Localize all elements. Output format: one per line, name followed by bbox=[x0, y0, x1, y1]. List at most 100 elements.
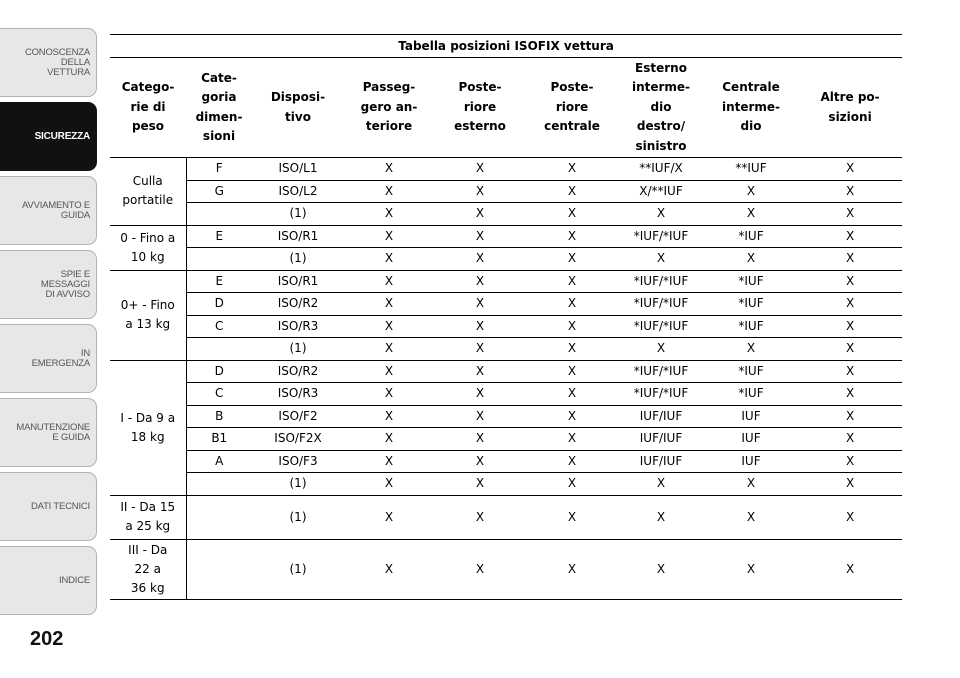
table-cell: X bbox=[618, 495, 704, 540]
chapter-tab[interactable]: IN EMERGENZA bbox=[0, 324, 97, 393]
table-cell: X bbox=[526, 382, 618, 406]
column-header: Passeg- gero an- teriore bbox=[344, 57, 434, 158]
table-cell: *IUF bbox=[704, 315, 798, 338]
table-row: I - Da 9 a 18 kg D ISO/R2 X X X *IUF/*IUF *IUF X bbox=[110, 359, 903, 495]
table-cell: X bbox=[704, 337, 798, 361]
table-cell: ISO/R3 bbox=[252, 315, 344, 338]
table-row: C ISO/R3 X X X *IUF/*IUF *IUF X bbox=[110, 315, 903, 338]
table-row: Culla portatile F ISO/L1 X X X **IUF/X **IUF X bbox=[110, 157, 903, 225]
table-cell: IUF/IUF bbox=[618, 450, 704, 473]
table-cell: ISO/R3 bbox=[252, 382, 344, 406]
table-cell: X bbox=[704, 180, 798, 203]
table-cell: (1) bbox=[252, 495, 344, 540]
table-cell: X bbox=[344, 292, 434, 316]
table-cell: X/**IUF bbox=[618, 180, 704, 203]
chapter-tabs: CONOSCENZA DELLA VETTURA SICUREZZA AVVIAME… bbox=[0, 28, 97, 620]
table-cell: X bbox=[526, 225, 618, 248]
table-cell: X bbox=[434, 202, 526, 226]
page-number: 202 bbox=[30, 628, 64, 650]
table-cell: X bbox=[344, 450, 434, 473]
table-cell: X bbox=[798, 472, 903, 496]
table-cell: *IUF bbox=[704, 225, 798, 248]
table-cell: *IUF/*IUF bbox=[618, 382, 704, 406]
table-row: II - Da 15 a 25 kg (1) X X X X X X bbox=[110, 494, 903, 540]
table-cell: X bbox=[434, 157, 526, 181]
chapter-tab[interactable]: MANUTENZIONE E GUIDA bbox=[0, 398, 97, 467]
column-header: Catego- rie di peso bbox=[110, 57, 186, 158]
table-cell: IUF bbox=[704, 450, 798, 473]
table-cell: *IUF bbox=[704, 382, 798, 406]
table-cell: X bbox=[434, 225, 526, 248]
table-cell: E bbox=[186, 225, 252, 248]
table-title: Tabella posizioni ISOFIX vettura bbox=[110, 34, 903, 58]
table-cell: X bbox=[344, 495, 434, 540]
table-cell: X bbox=[526, 405, 618, 428]
table-cell: X bbox=[798, 315, 903, 338]
table-cell: X bbox=[618, 202, 704, 226]
chapter-tab[interactable]: SICUREZZA bbox=[0, 102, 97, 171]
table-row: B1 ISO/F2X X X X IUF/IUF IUF X bbox=[110, 427, 903, 451]
table-cell: X bbox=[526, 472, 618, 496]
chapter-tab-label: INDICE bbox=[59, 574, 90, 586]
chapter-tab-label: MANUTENZIONE E GUIDA bbox=[16, 421, 90, 443]
table-cell: X bbox=[526, 202, 618, 226]
chapter-tab[interactable]: INDICE bbox=[0, 546, 97, 615]
table-cell: IUF bbox=[704, 405, 798, 428]
table-cell: A bbox=[186, 450, 252, 473]
chapter-tab-label: SICUREZZA bbox=[34, 130, 91, 142]
table-cell: C bbox=[186, 315, 252, 338]
table-cell: X bbox=[798, 247, 903, 271]
table-cell: IUF bbox=[704, 427, 798, 451]
chapter-tab-label: AVVIAMENTO E GUIDA bbox=[22, 199, 90, 221]
table-cell: X bbox=[434, 427, 526, 451]
table-cell: X bbox=[618, 337, 704, 361]
table-cell: X bbox=[526, 315, 618, 338]
table-cell: X bbox=[434, 270, 526, 293]
chapter-tab[interactable]: AVVIAMENTO E GUIDA bbox=[0, 176, 97, 245]
table-cell: *IUF/*IUF bbox=[618, 360, 704, 383]
table-cell: X bbox=[526, 427, 618, 451]
table-cell: (1) bbox=[252, 337, 344, 361]
table-cell: ISO/L1 bbox=[252, 157, 344, 181]
table-cell: X bbox=[526, 180, 618, 203]
table-cell: *IUF bbox=[704, 292, 798, 316]
chapter-tab[interactable]: DATI TECNICI bbox=[0, 472, 97, 541]
table-cell: X bbox=[798, 360, 903, 383]
table-cell: X bbox=[344, 539, 434, 600]
table-cell: X bbox=[434, 337, 526, 361]
weight-category-cell: II - Da 15 a 25 kg bbox=[110, 494, 187, 539]
weight-category-cell: Culla portatile bbox=[110, 157, 187, 225]
table-cell bbox=[186, 337, 252, 361]
table-cell: X bbox=[798, 450, 903, 473]
weight-category-cell: 0 - Fino a 10 kg bbox=[110, 224, 187, 270]
table-row: A ISO/F3 X X X IUF/IUF IUF X bbox=[110, 450, 903, 473]
chapter-tab[interactable]: CONOSCENZA DELLA VETTURA bbox=[0, 28, 97, 97]
table-cell: X bbox=[704, 202, 798, 226]
table-cell: X bbox=[618, 472, 704, 496]
table-cell: X bbox=[526, 337, 618, 361]
table-cell: X bbox=[344, 315, 434, 338]
table-cell: X bbox=[526, 360, 618, 383]
table-cell: X bbox=[344, 202, 434, 226]
table-cell: X bbox=[798, 180, 903, 203]
column-header: Esterno interme- dio destro/ sinistro bbox=[618, 57, 704, 158]
table-cell: X bbox=[434, 292, 526, 316]
table-cell: X bbox=[434, 495, 526, 540]
table-cell: X bbox=[344, 270, 434, 293]
weight-category-cell: I - Da 9 a 18 kg bbox=[110, 359, 187, 495]
table-cell: X bbox=[526, 270, 618, 293]
chapter-tab[interactable]: SPIE E MESSAGGI DI AVVISO bbox=[0, 250, 97, 319]
table-cell: ISO/F3 bbox=[252, 450, 344, 473]
table-cell bbox=[186, 202, 252, 226]
table-cell: *IUF bbox=[704, 360, 798, 383]
weight-category-cell: III - Da 22 a 36 kg bbox=[110, 538, 187, 599]
table-cell: *IUF/*IUF bbox=[618, 225, 704, 248]
table-cell: (1) bbox=[252, 472, 344, 496]
table-cell: ISO/L2 bbox=[252, 180, 344, 203]
table-cell: X bbox=[798, 157, 903, 181]
isofix-positions-table: Tabella posizioni ISOFIX vettura Catego-… bbox=[110, 34, 903, 600]
table-cell: ISO/R1 bbox=[252, 225, 344, 248]
table-cell: X bbox=[704, 472, 798, 496]
table-cell: X bbox=[344, 427, 434, 451]
table-cell: X bbox=[434, 382, 526, 406]
